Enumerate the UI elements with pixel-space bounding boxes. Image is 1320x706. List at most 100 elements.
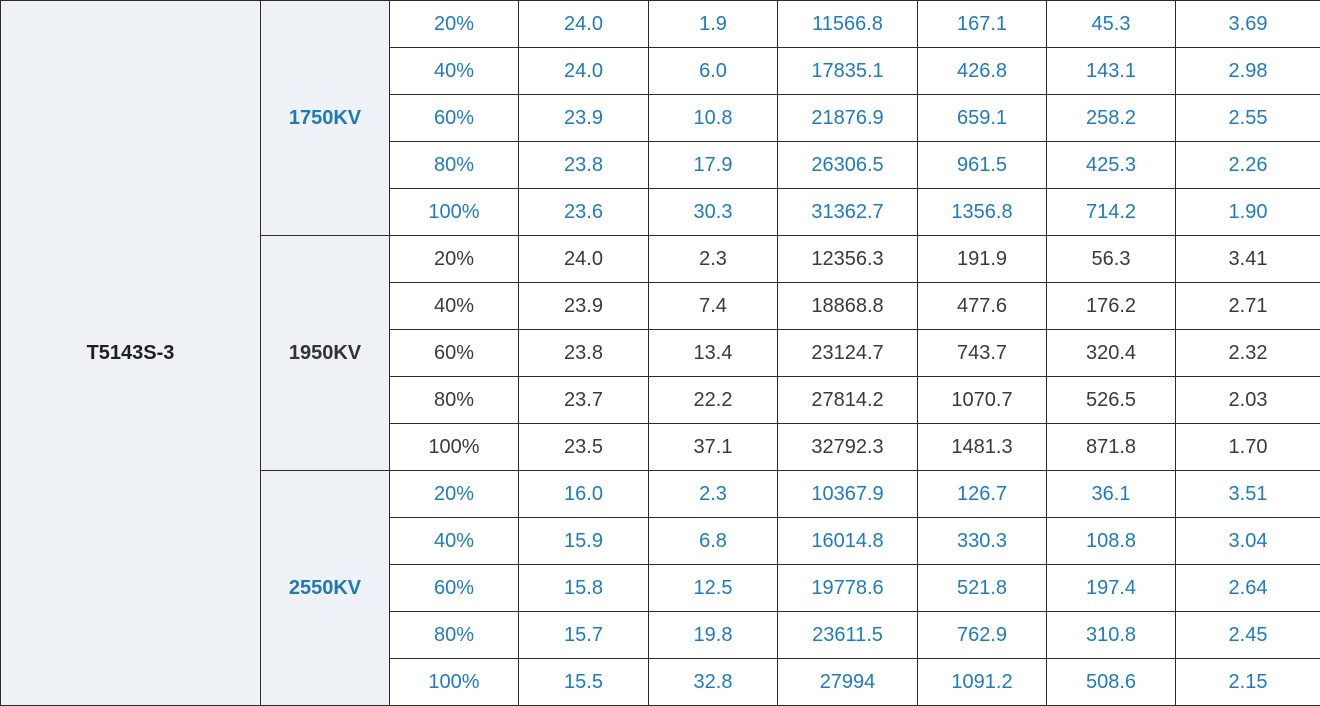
table-cell: 23.9 <box>519 95 649 142</box>
model-label: T5143S-3 <box>1 1 261 706</box>
table-cell: 167.1 <box>918 1 1047 48</box>
table-cell: 23611.5 <box>778 612 918 659</box>
table-cell: 23.5 <box>519 424 649 471</box>
table-cell: 24.0 <box>519 236 649 283</box>
table-cell: 56.3 <box>1047 236 1176 283</box>
table-cell: 16014.8 <box>778 518 918 565</box>
table-cell: 45.3 <box>1047 1 1176 48</box>
voltage-label: 1950KV <box>261 236 390 471</box>
table-cell: 10.8 <box>649 95 778 142</box>
table-cell: 714.2 <box>1047 189 1176 236</box>
table-cell: 6.8 <box>649 518 778 565</box>
table-cell: 10367.9 <box>778 471 918 518</box>
table-cell: 526.5 <box>1047 377 1176 424</box>
table-cell: 100% <box>390 659 519 706</box>
table-cell: 31362.7 <box>778 189 918 236</box>
table-cell: 425.3 <box>1047 142 1176 189</box>
table-cell: 310.8 <box>1047 612 1176 659</box>
table-cell: 15.8 <box>519 565 649 612</box>
table-cell: 40% <box>390 518 519 565</box>
table-cell: 1356.8 <box>918 189 1047 236</box>
table-cell: 80% <box>390 377 519 424</box>
table-cell: 2.32 <box>1176 330 1320 377</box>
table-cell: 23124.7 <box>778 330 918 377</box>
table-cell: 60% <box>390 330 519 377</box>
table-cell: 2.45 <box>1176 612 1320 659</box>
table-cell: 2.55 <box>1176 95 1320 142</box>
table-cell: 20% <box>390 236 519 283</box>
table-cell: 32792.3 <box>778 424 918 471</box>
table-cell: 24.0 <box>519 1 649 48</box>
table-cell: 17.9 <box>649 142 778 189</box>
voltage-label: 2550KV <box>261 471 390 706</box>
table-cell: 27994 <box>778 659 918 706</box>
table-cell: 2.15 <box>1176 659 1320 706</box>
table-cell: 2.3 <box>649 471 778 518</box>
table-cell: 2.71 <box>1176 283 1320 330</box>
table-cell: 23.8 <box>519 330 649 377</box>
table-cell: 1.90 <box>1176 189 1320 236</box>
table-cell: 37.1 <box>649 424 778 471</box>
table-cell: 126.7 <box>918 471 1047 518</box>
table-cell: 23.7 <box>519 377 649 424</box>
table-cell: 15.9 <box>519 518 649 565</box>
table-cell: 1.70 <box>1176 424 1320 471</box>
table-cell: 20% <box>390 1 519 48</box>
table-cell: 11566.8 <box>778 1 918 48</box>
table-cell: 18868.8 <box>778 283 918 330</box>
table-cell: 191.9 <box>918 236 1047 283</box>
table-cell: 24.0 <box>519 48 649 95</box>
table-cell: 16.0 <box>519 471 649 518</box>
table-cell: 521.8 <box>918 565 1047 612</box>
table-cell: 23.9 <box>519 283 649 330</box>
table-cell: 21876.9 <box>778 95 918 142</box>
table-cell: 2.64 <box>1176 565 1320 612</box>
table-cell: 1070.7 <box>918 377 1047 424</box>
table-cell: 40% <box>390 48 519 95</box>
table-cell: 508.6 <box>1047 659 1176 706</box>
table-cell: 762.9 <box>918 612 1047 659</box>
table-cell: 15.7 <box>519 612 649 659</box>
table-cell: 27814.2 <box>778 377 918 424</box>
table-cell: 36.1 <box>1047 471 1176 518</box>
table-cell: 40% <box>390 283 519 330</box>
table-cell: 176.2 <box>1047 283 1176 330</box>
table-cell: 197.4 <box>1047 565 1176 612</box>
table-cell: 22.2 <box>649 377 778 424</box>
voltage-label: 1750KV <box>261 1 390 236</box>
table-cell: 12.5 <box>649 565 778 612</box>
table-cell: 2.03 <box>1176 377 1320 424</box>
table-cell: 19.8 <box>649 612 778 659</box>
table-cell: 330.3 <box>918 518 1047 565</box>
table-cell: 320.4 <box>1047 330 1176 377</box>
table-cell: 60% <box>390 565 519 612</box>
table-cell: 3.41 <box>1176 236 1320 283</box>
table-cell: 17835.1 <box>778 48 918 95</box>
table-cell: 477.6 <box>918 283 1047 330</box>
table-cell: 2.26 <box>1176 142 1320 189</box>
table-cell: 1481.3 <box>918 424 1047 471</box>
table-cell: 32.8 <box>649 659 778 706</box>
table-cell: 20% <box>390 471 519 518</box>
table-cell: 3.51 <box>1176 471 1320 518</box>
table-cell: 2.3 <box>649 236 778 283</box>
table-cell: 80% <box>390 612 519 659</box>
table-cell: 2.98 <box>1176 48 1320 95</box>
table-cell: 13.4 <box>649 330 778 377</box>
table-cell: 1.9 <box>649 1 778 48</box>
table-cell: 143.1 <box>1047 48 1176 95</box>
table-cell: 23.8 <box>519 142 649 189</box>
table-cell: 60% <box>390 95 519 142</box>
table-cell: 30.3 <box>649 189 778 236</box>
table-cell: 3.69 <box>1176 1 1320 48</box>
table-cell: 100% <box>390 189 519 236</box>
table-cell: 108.8 <box>1047 518 1176 565</box>
table-cell: 426.8 <box>918 48 1047 95</box>
table-cell: 743.7 <box>918 330 1047 377</box>
table-cell: 19778.6 <box>778 565 918 612</box>
table-cell: 3.04 <box>1176 518 1320 565</box>
table-cell: 6.0 <box>649 48 778 95</box>
table-cell: 961.5 <box>918 142 1047 189</box>
